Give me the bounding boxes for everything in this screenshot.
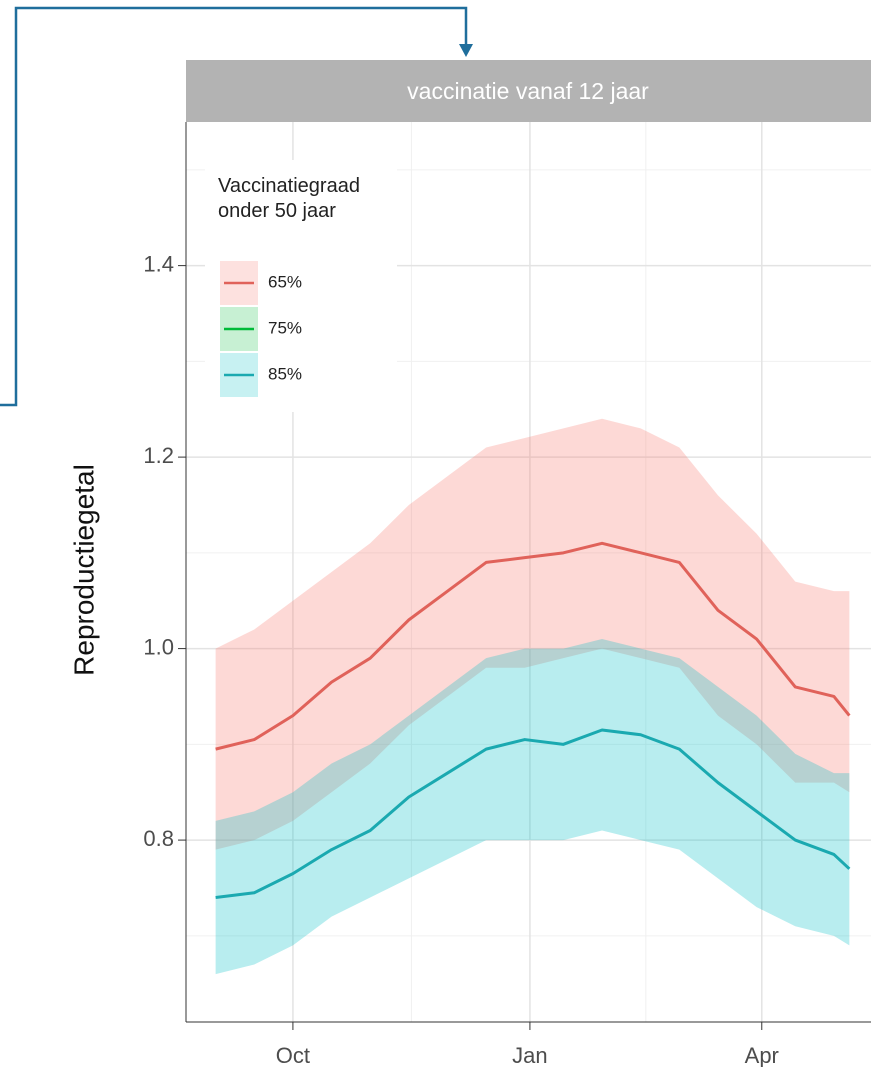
legend-box [205,160,397,412]
x-tick-label: Apr [745,1043,779,1067]
y-tick-label: 1.0 [143,634,174,659]
y-axis-label: Reproductiegetal [68,464,99,676]
legend-label: 65% [268,272,302,291]
x-tick-label: Oct [276,1043,310,1067]
confidence-band [215,418,850,850]
strip [186,60,871,122]
legend-title: Vaccinatiegraad onder 50 jaar [218,175,360,222]
series-line [215,728,851,900]
x-tick-label: Jan [512,1043,547,1067]
y-tick-label: 0.8 [143,826,174,851]
connector [0,6,468,407]
strip-title: vaccinatie vanaf 12 jaar [407,78,649,104]
legend-label: 75% [268,318,302,337]
legend-label: 85% [268,364,302,383]
connector-arrowhead [459,44,473,57]
y-tick-label: 1.4 [143,251,174,276]
confidence-band [215,639,850,975]
y-tick-label: 1.2 [143,443,174,468]
series-line [215,541,851,751]
